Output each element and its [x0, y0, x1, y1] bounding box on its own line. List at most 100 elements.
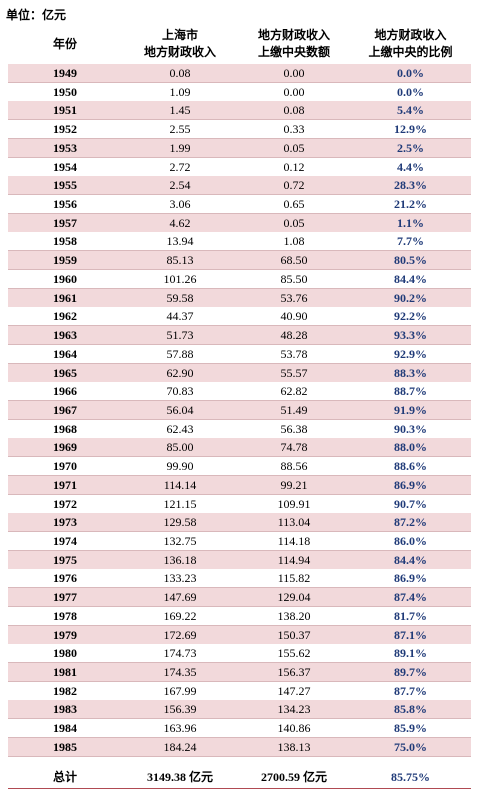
year-cell: 1985 — [53, 739, 77, 754]
year-cell: 1975 — [53, 552, 77, 567]
value-cell: 156.37 — [277, 665, 311, 680]
value-cell: 13.94 — [166, 234, 194, 249]
value-cell: 0.65 — [283, 197, 305, 212]
value-cell: 90.2% — [394, 290, 427, 305]
value-cell: 138.13 — [277, 739, 311, 754]
value-cell: 89.1% — [394, 646, 427, 661]
value-cell: 62.43 — [166, 421, 194, 436]
table-row: 1953 1.99 0.05 2.5% — [8, 138, 471, 158]
table-row: 1968 62.43 56.38 90.3% — [8, 419, 471, 439]
column-header: 地方财政收入 上缴中央的比例 — [350, 27, 471, 61]
year-cell: 1978 — [53, 608, 77, 623]
value-cell: 134.23 — [277, 702, 311, 717]
value-cell: 5.4% — [397, 103, 424, 118]
year-cell: 1962 — [53, 309, 77, 324]
table-row: 1965 62.90 55.57 88.3% — [8, 363, 471, 383]
column-header: 上海市 地方财政收入 — [122, 27, 238, 61]
value-cell: 132.75 — [163, 534, 197, 548]
table-row: 1966 70.83 62.82 88.7% — [8, 382, 471, 402]
value-cell: 0.00 — [283, 66, 305, 80]
value-cell: 2.5% — [397, 140, 424, 155]
total-cell: 85.75% — [391, 770, 430, 784]
value-cell: 1.1% — [397, 215, 424, 230]
year-cell: 1979 — [53, 627, 77, 642]
value-cell: 156.39 — [163, 702, 197, 717]
value-cell: 88.0% — [394, 440, 427, 455]
value-cell: 84.4% — [394, 271, 427, 286]
table-row: 1972 121.15 109.91 90.7% — [8, 494, 471, 514]
value-cell: 92.2% — [394, 309, 427, 324]
year-cell: 1976 — [53, 571, 77, 586]
header-line: 上缴中央的比例 — [368, 45, 453, 59]
year-cell: 1974 — [53, 534, 77, 548]
value-cell: 91.9% — [394, 402, 427, 417]
value-cell: 88.56 — [280, 459, 308, 474]
table-row: 1981 174.35 156.37 89.7% — [8, 663, 471, 683]
value-cell: 56.38 — [280, 421, 308, 436]
value-cell: 44.37 — [166, 309, 194, 324]
value-cell: 136.18 — [163, 552, 197, 567]
table-row: 1978 169.22 138.20 81.7% — [8, 606, 471, 626]
table-row: 1967 56.04 51.49 91.9% — [8, 400, 471, 420]
table-row: 1950 1.09 0.00 0.0% — [8, 82, 471, 102]
value-cell: 85.13 — [166, 253, 194, 268]
year-cell: 1952 — [53, 122, 77, 137]
year-cell: 1961 — [53, 290, 77, 305]
value-cell: 92.9% — [394, 346, 427, 361]
header-line: 地方财政收入 — [257, 28, 330, 42]
year-cell: 1953 — [53, 140, 77, 155]
table-row: 1955 2.54 0.72 28.3% — [8, 176, 471, 196]
value-cell: 2.54 — [169, 178, 191, 193]
year-cell: 1981 — [53, 665, 77, 680]
value-cell: 85.8% — [394, 702, 427, 717]
year-cell: 1960 — [53, 271, 77, 286]
year-cell: 1966 — [53, 384, 77, 399]
value-cell: 85.9% — [394, 721, 427, 736]
year-cell: 1971 — [53, 477, 77, 492]
value-cell: 129.04 — [277, 590, 311, 605]
year-cell: 1970 — [53, 459, 77, 474]
value-cell: 133.23 — [163, 571, 197, 586]
value-cell: 56.04 — [166, 402, 194, 417]
value-cell: 163.96 — [163, 721, 197, 736]
column-header: 年份 — [8, 36, 122, 53]
value-cell: 129.58 — [163, 515, 197, 530]
value-cell: 85.00 — [166, 440, 194, 455]
table-row: 1958 13.94 1.08 7.7% — [8, 232, 471, 252]
value-cell: 93.3% — [394, 328, 427, 343]
value-cell: 86.9% — [394, 571, 427, 586]
year-cell: 1982 — [53, 683, 77, 698]
table-row: 1952 2.55 0.33 12.9% — [8, 120, 471, 140]
table-row: 1962 44.37 40.90 92.2% — [8, 307, 471, 327]
value-cell: 85.50 — [280, 271, 308, 286]
value-cell: 87.4% — [394, 590, 427, 605]
value-cell: 87.7% — [394, 683, 427, 698]
table-row: 1964 57.88 53.78 92.9% — [8, 344, 471, 364]
value-cell: 2.72 — [169, 159, 191, 174]
year-cell: 1951 — [53, 103, 77, 118]
table-row: 1983 156.39 134.23 85.8% — [8, 700, 471, 720]
total-row: 总计 3149.38 亿元 2700.59 亿元 85.75% — [8, 766, 471, 789]
table-row: 1974 132.75 114.18 86.0% — [8, 532, 471, 551]
year-cell: 1956 — [53, 197, 77, 212]
year-cell: 1963 — [53, 328, 77, 343]
value-cell: 1.08 — [283, 234, 305, 249]
value-cell: 53.78 — [280, 346, 308, 361]
value-cell: 51.73 — [166, 328, 194, 343]
header-line: 地方财政收入 — [374, 28, 447, 42]
value-cell: 12.9% — [394, 122, 427, 137]
value-cell: 84.4% — [394, 552, 427, 567]
value-cell: 113.04 — [277, 515, 311, 530]
year-cell: 1968 — [53, 421, 77, 436]
value-cell: 115.82 — [277, 571, 311, 586]
year-cell: 1969 — [53, 440, 77, 455]
value-cell: 55.57 — [280, 365, 308, 380]
value-cell: 147.27 — [277, 683, 311, 698]
table-row: 1971 114.14 99.21 86.9% — [8, 475, 471, 495]
table-row: 1982 167.99 147.27 87.7% — [8, 681, 471, 701]
column-header: 地方财政收入 上缴中央数额 — [238, 27, 350, 61]
table-row: 1977 147.69 129.04 87.4% — [8, 588, 471, 608]
table-row: 1954 2.72 0.12 4.4% — [8, 157, 471, 177]
value-cell: 147.69 — [163, 590, 197, 605]
value-cell: 0.72 — [283, 178, 305, 193]
